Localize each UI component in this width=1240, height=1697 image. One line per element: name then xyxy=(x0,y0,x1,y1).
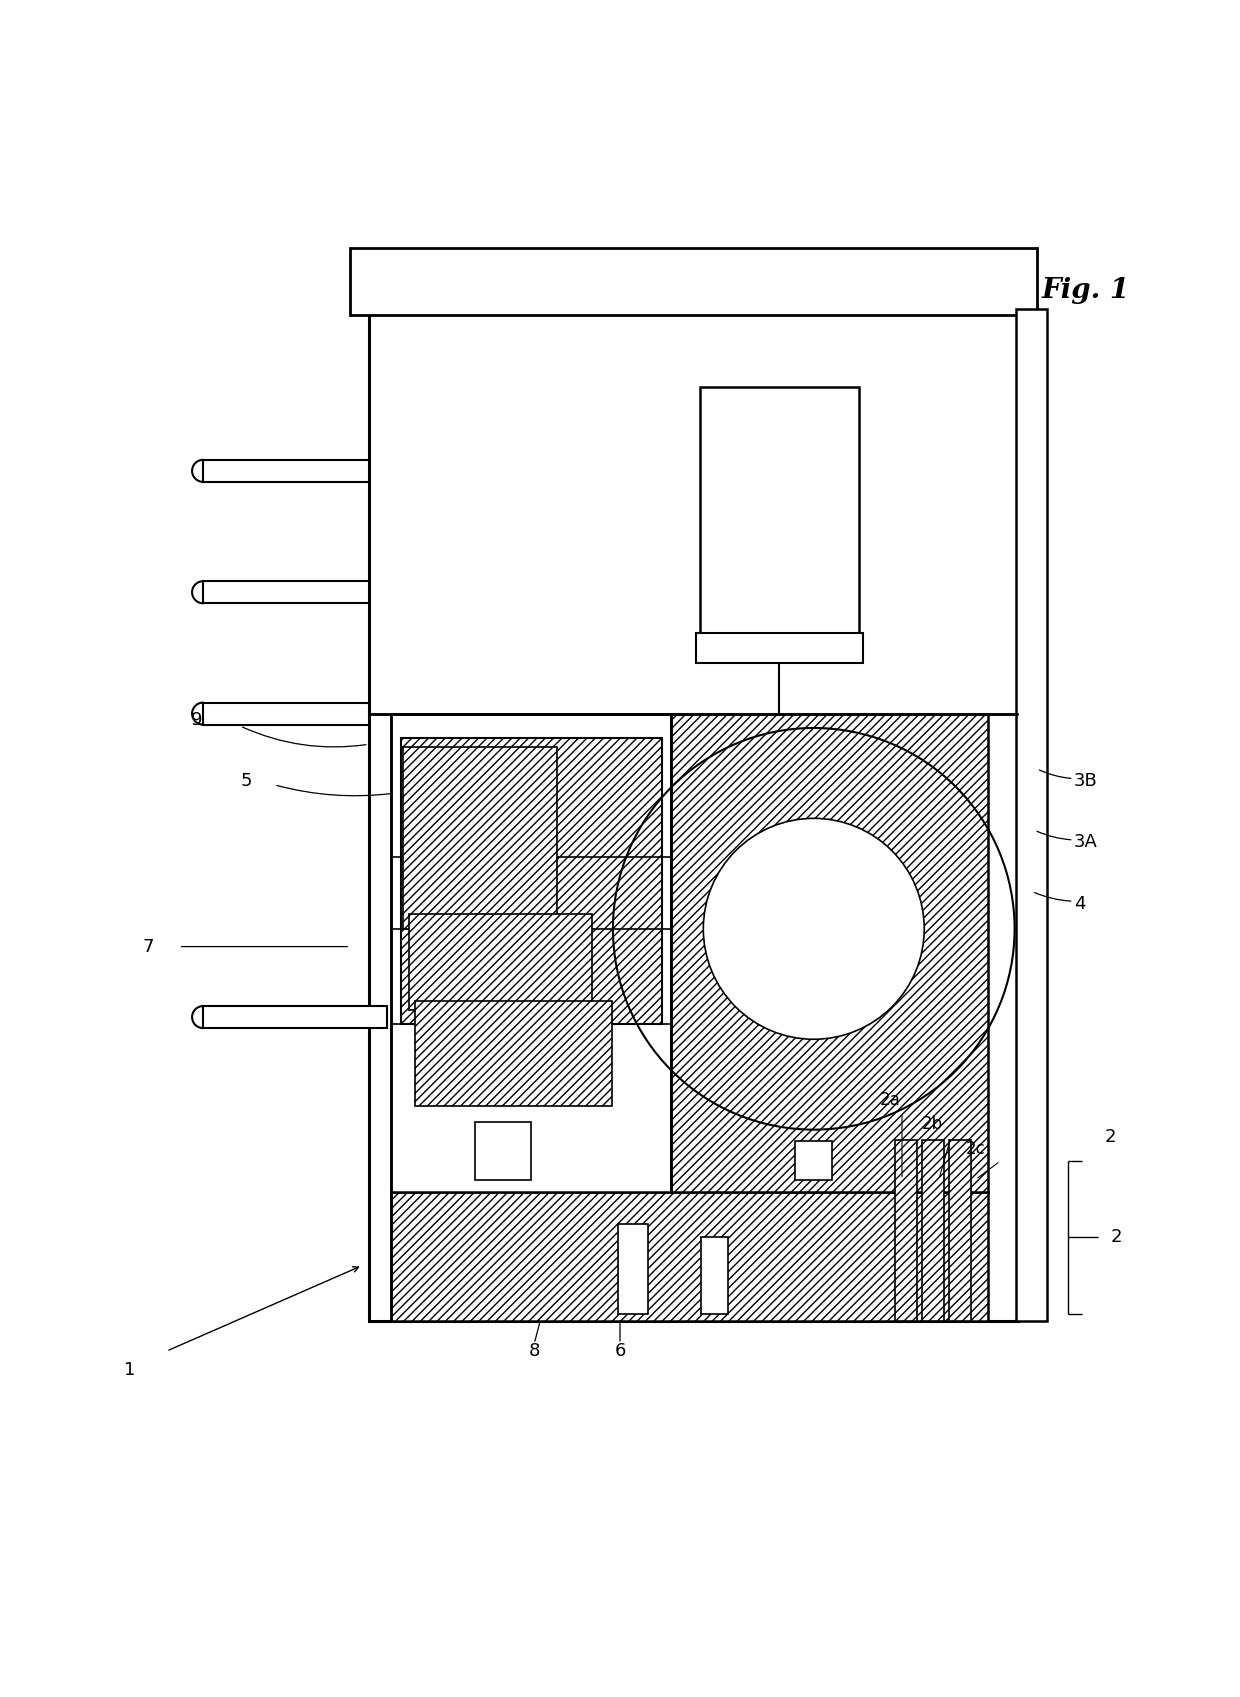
Bar xyxy=(701,1237,728,1315)
Bar xyxy=(618,1224,649,1315)
Text: 3B: 3B xyxy=(1074,772,1097,791)
Bar xyxy=(415,1001,611,1106)
Bar xyxy=(696,633,863,664)
Bar xyxy=(203,703,368,725)
Bar xyxy=(894,1140,916,1320)
Text: 8: 8 xyxy=(528,1342,539,1361)
Text: 9: 9 xyxy=(191,711,203,728)
Bar xyxy=(409,915,591,1010)
Text: 2a: 2a xyxy=(879,1091,900,1108)
Text: 3A: 3A xyxy=(1074,833,1097,852)
Bar xyxy=(671,714,988,1191)
Text: Fig. 1: Fig. 1 xyxy=(1042,277,1130,304)
Bar xyxy=(401,738,662,1025)
Text: 2c: 2c xyxy=(966,1140,986,1157)
Bar xyxy=(350,248,1037,316)
Bar xyxy=(203,1006,387,1028)
Bar xyxy=(403,747,557,928)
Text: 2: 2 xyxy=(1105,1127,1116,1145)
Text: 1: 1 xyxy=(124,1361,135,1378)
Text: 4: 4 xyxy=(1074,894,1085,913)
Bar xyxy=(475,1122,531,1179)
Text: 2b: 2b xyxy=(923,1115,944,1134)
Text: 6: 6 xyxy=(614,1342,626,1361)
Bar xyxy=(391,714,671,1191)
Text: 2: 2 xyxy=(1111,1229,1122,1246)
Bar xyxy=(921,1140,944,1320)
Bar xyxy=(391,1191,988,1320)
Bar xyxy=(699,387,859,633)
Bar xyxy=(203,580,368,602)
Circle shape xyxy=(703,818,924,1039)
Bar xyxy=(1016,309,1047,1320)
Bar xyxy=(368,309,1018,1320)
Bar xyxy=(795,1142,832,1179)
Bar xyxy=(203,460,368,482)
Text: 7: 7 xyxy=(143,937,154,955)
Text: 5: 5 xyxy=(241,772,252,791)
Bar xyxy=(949,1140,971,1320)
